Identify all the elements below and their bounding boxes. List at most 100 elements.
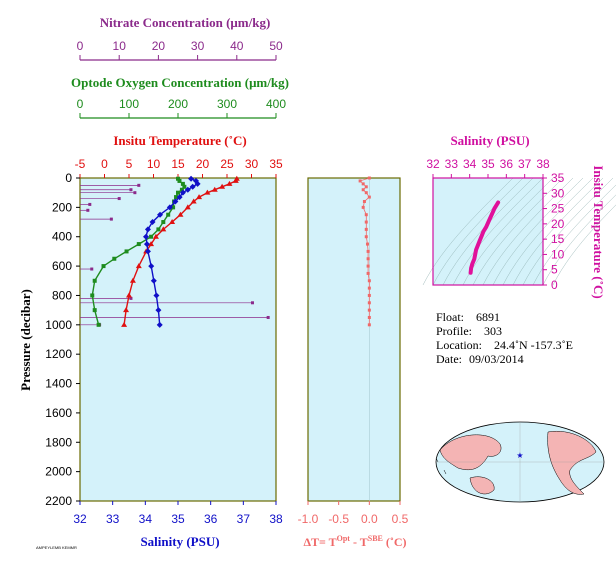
salinity-point (189, 183, 196, 190)
salinity-point (176, 194, 183, 201)
nitrate-point (129, 188, 133, 192)
salinity-point (166, 204, 173, 211)
ts-y-tick-label: 5 (551, 263, 558, 277)
delta-point (366, 257, 370, 261)
oxygen-point (161, 220, 166, 225)
density-contour (482, 177, 574, 286)
delta-point (358, 179, 362, 183)
temperature-tick-label: -5 (75, 157, 86, 171)
density-contour (532, 184, 616, 286)
delta-point (367, 301, 371, 305)
salinity-point (194, 180, 201, 187)
ts-x-tick-label: 34 (463, 157, 477, 171)
delta-point (367, 176, 371, 180)
profile-label: Profile: (436, 324, 472, 338)
pressure-tick-label: 1800 (45, 435, 72, 449)
salinity-point (144, 248, 151, 255)
nitrate-tick-label: 20 (152, 39, 166, 53)
date-label: Date: (436, 352, 462, 366)
ts-plot-area (433, 178, 543, 285)
footer-tiny-text: AMPEYLEMB KEMMR (36, 545, 77, 550)
density-contour (452, 177, 544, 286)
salinity-point (153, 292, 160, 299)
delta-point (364, 220, 368, 224)
ts-line (468, 200, 501, 275)
salinity-tick-label: 35 (171, 512, 185, 526)
temperature-tick-label: 0 (101, 157, 108, 171)
delta-tick-label: -0.5 (328, 512, 349, 526)
temperature-point (126, 292, 132, 298)
pressure-axis-title: Pressure (decibar) (18, 289, 33, 391)
delta-point (361, 182, 365, 186)
location-value: 24.4˚N -157.3˚E (494, 338, 573, 352)
oxygen-point (176, 176, 180, 181)
nitrate-tick-label: 10 (113, 39, 127, 53)
oxygen-point (124, 249, 129, 254)
oxygen-point (92, 308, 97, 313)
float-value: 6891 (476, 310, 500, 324)
salinity-tick-label: 36 (204, 512, 218, 526)
delta-point (366, 264, 370, 268)
ts-y-tick-label: 15 (551, 232, 565, 246)
ts-x-tick-label: 36 (500, 157, 514, 171)
nitrate-tick-label: 30 (191, 39, 205, 53)
density-contour (432, 177, 524, 286)
profile-plot-area (80, 178, 276, 501)
temperature-point (196, 194, 203, 200)
delta-point (366, 271, 370, 275)
temperature-point (169, 219, 176, 225)
world-map: ★ (435, 421, 605, 503)
nitrate-point (129, 296, 133, 300)
oxygen-point (182, 184, 187, 189)
density-contour (542, 194, 616, 286)
salinity-point (179, 189, 186, 196)
ts-y-tick-label: 25 (551, 202, 565, 216)
delta-point (361, 188, 365, 192)
delta-tick-label: -1.0 (298, 512, 319, 526)
density-contour (422, 177, 514, 286)
temperature-point (160, 226, 167, 232)
nitrate-point (137, 183, 141, 187)
delta-point (366, 249, 370, 253)
temperature-point (152, 233, 159, 239)
pressure-tick-label: 400 (52, 230, 72, 244)
salinity-tick-label: 37 (237, 512, 251, 526)
salinity-point (172, 198, 179, 205)
location-label: Location: (436, 338, 482, 352)
salinity-point (155, 307, 162, 314)
temperature-point (232, 177, 239, 183)
temperature-point (219, 183, 226, 189)
salinity-point (144, 226, 151, 233)
delta-panel: -1.0 -0.5 0.0 0.5 (298, 176, 409, 526)
nitrate-tick-label: 50 (269, 39, 283, 53)
pressure-tick-label: 600 (52, 259, 72, 273)
temperature-point (177, 211, 184, 217)
delta-point (367, 323, 371, 327)
nitrate-axis-title: Nitrate Concentration (μm/kg) (100, 15, 271, 30)
nitrate-point (88, 202, 92, 206)
oxygen-point (156, 227, 161, 232)
australia-landmass (469, 476, 495, 495)
pressure-tick-label: 1200 (45, 347, 72, 361)
pressure-tick-label: 2000 (45, 465, 72, 479)
ts-y-tick-label: 10 (551, 247, 565, 261)
oxygen-point (171, 205, 176, 210)
oxygen-point (136, 242, 141, 247)
nitrate-point (109, 217, 113, 221)
salinity-point (184, 186, 191, 193)
nitrate-point (250, 301, 254, 305)
delta-point (364, 191, 368, 195)
date-value: 09/03/2014 (469, 352, 524, 366)
temperature-point (184, 204, 191, 210)
pressure-tick-label: 1000 (45, 318, 72, 332)
nitrate-point (133, 191, 137, 195)
oxygen-point (180, 181, 185, 186)
temperature-point (190, 198, 197, 204)
float-info: Float: 6891 Profile: 303 Location: 24.4˚… (436, 310, 573, 366)
asia-landmass (439, 434, 502, 471)
delta-point (364, 213, 368, 217)
ts-x-tick-label: 32 (426, 157, 440, 171)
delta-plot-area (308, 178, 400, 501)
temperature-tick-label: 20 (196, 157, 210, 171)
